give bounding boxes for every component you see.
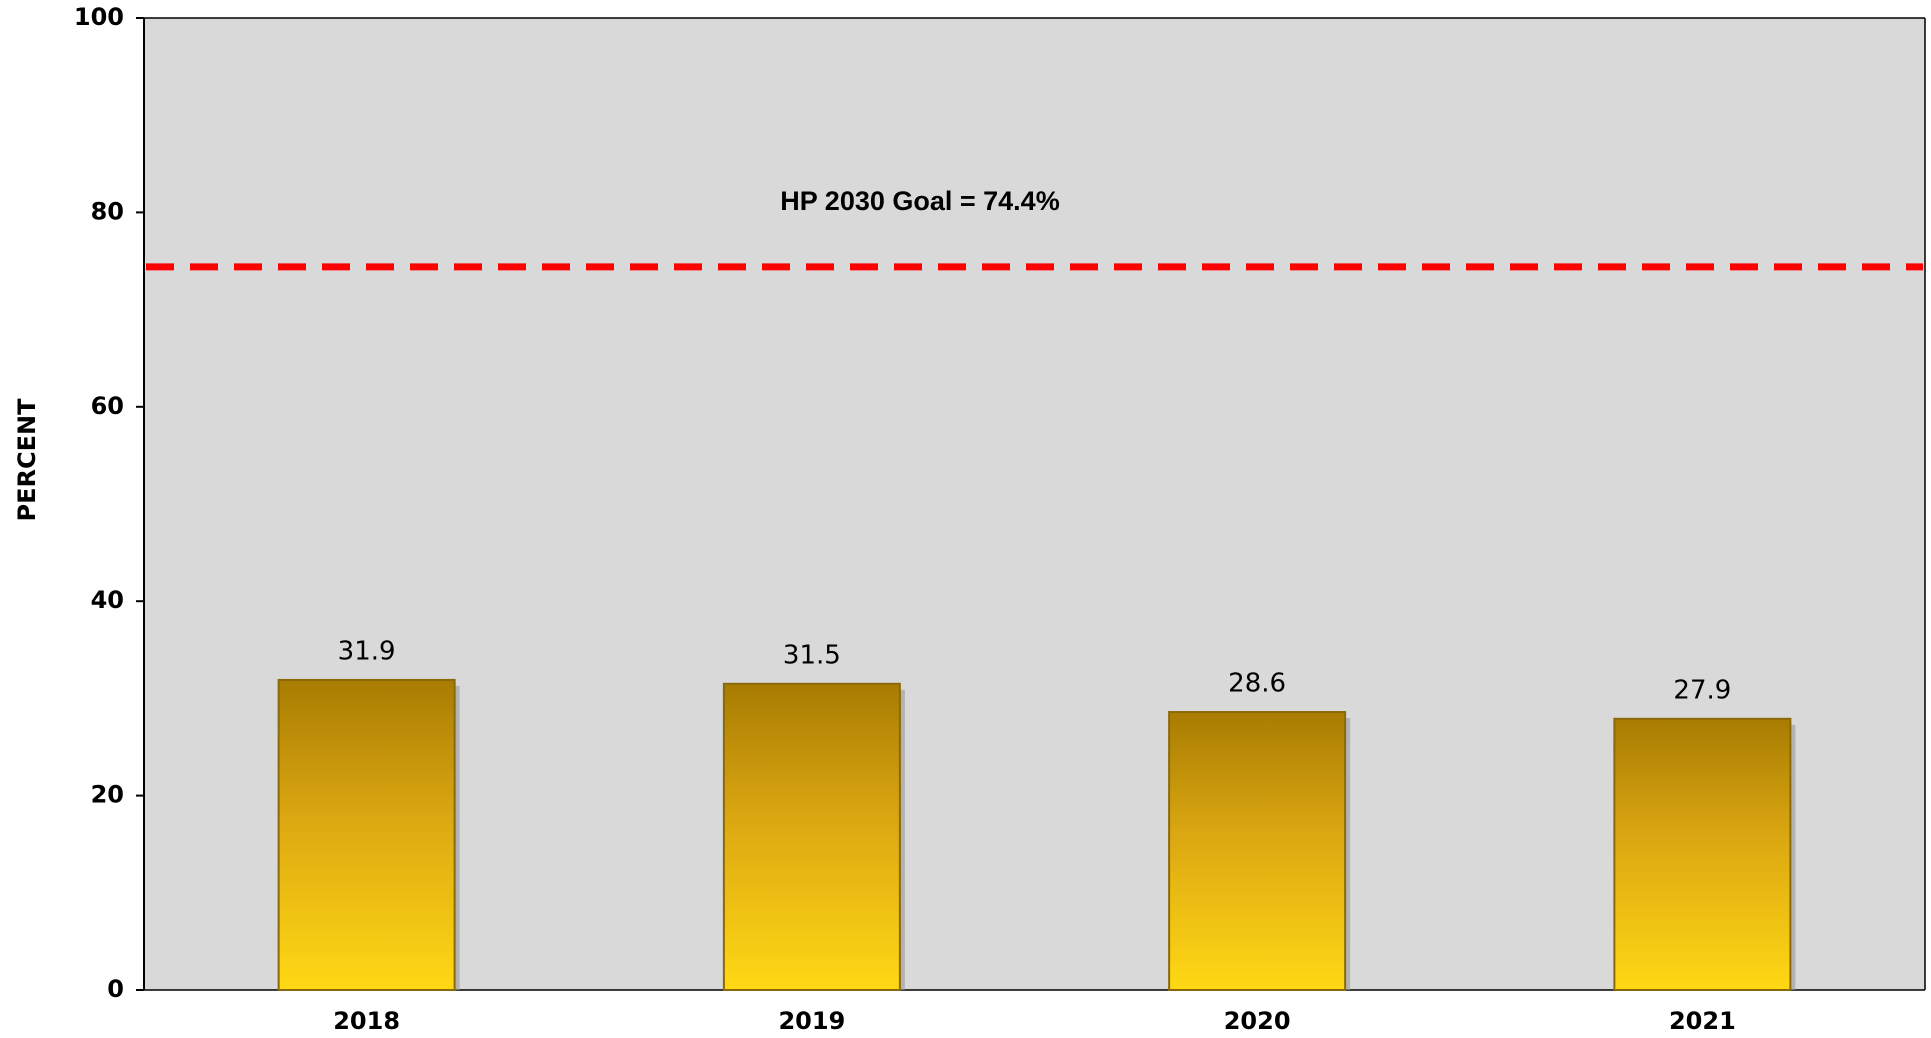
bar [277, 678, 456, 991]
value-label: 28.6 [1228, 669, 1286, 699]
x-tick-label: 2019 [778, 1007, 845, 1035]
y-tick-label: 40 [91, 586, 124, 614]
bar [1613, 717, 1792, 991]
x-tick-label: 2020 [1224, 1007, 1291, 1035]
y-tick-label: 80 [91, 197, 124, 225]
y-tick-label: 20 [91, 781, 124, 809]
goal-annotation: HP 2030 Goal = 74.4% [780, 186, 1059, 216]
value-label: 31.5 [783, 640, 841, 670]
y-axis-label: PERCENT [13, 398, 41, 522]
bar [722, 682, 901, 991]
value-label: 31.9 [338, 636, 396, 666]
y-tick-label: 60 [91, 392, 124, 420]
y-tick-label: 100 [74, 3, 124, 31]
x-tick-label: 2021 [1669, 1007, 1736, 1035]
value-label: 27.9 [1673, 675, 1731, 705]
y-tick-label: 0 [107, 975, 124, 1003]
bar [1168, 711, 1347, 991]
x-tick-label: 2018 [333, 1007, 400, 1035]
